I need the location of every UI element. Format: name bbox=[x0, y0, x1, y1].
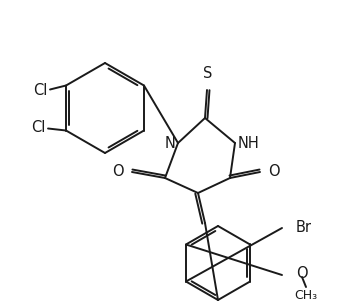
Text: O: O bbox=[113, 163, 124, 178]
Text: Cl: Cl bbox=[31, 120, 45, 135]
Text: Cl: Cl bbox=[33, 83, 47, 98]
Text: O: O bbox=[296, 267, 308, 282]
Text: CH₃: CH₃ bbox=[294, 289, 317, 302]
Text: N: N bbox=[164, 136, 175, 151]
Text: Br: Br bbox=[296, 219, 312, 234]
Text: NH: NH bbox=[238, 136, 260, 151]
Text: O: O bbox=[268, 163, 280, 178]
Text: S: S bbox=[203, 66, 213, 81]
